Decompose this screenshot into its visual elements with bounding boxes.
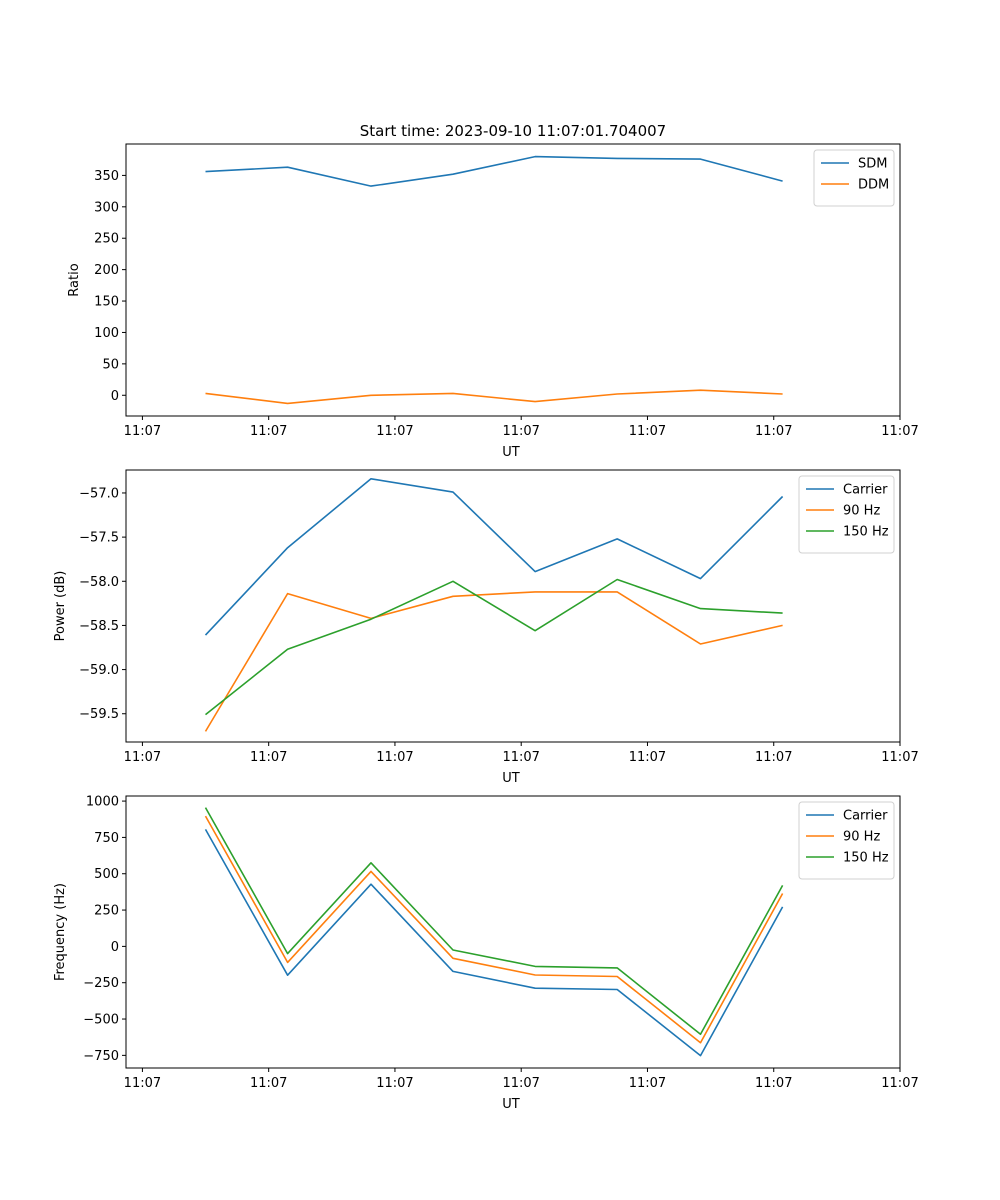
x-tick-label: 11:07 [755, 750, 792, 765]
x-tick-label: 11:07 [250, 750, 287, 765]
series-line-90-hz [204, 591, 783, 732]
x-tick-label: 11:07 [124, 424, 161, 439]
legend-label: Carrier [843, 809, 888, 824]
x-tick-label: 11:07 [502, 1076, 539, 1091]
x-tick-label: 11:07 [250, 424, 287, 439]
legend: SDM DDM [813, 149, 895, 207]
legend-box [798, 475, 895, 554]
legend-label: DDM [858, 178, 889, 193]
legend-label: 150 Hz [843, 525, 889, 540]
series-line-ddm [205, 389, 783, 405]
y-tick-label: 50 [102, 357, 119, 372]
x-axis-label: UT [502, 445, 520, 460]
x-tick-label: 11:07 [629, 750, 666, 765]
legend-label: SDM [858, 157, 887, 172]
x-tick-label: 11:07 [124, 750, 161, 765]
series-line-150-hz [205, 578, 783, 716]
y-tick-label: 300 [94, 200, 119, 215]
y-tick-label: −500 [83, 1013, 119, 1028]
series-line-carrier [204, 829, 784, 1057]
x-tick-label: 11:07 [881, 750, 918, 765]
y-tick-label: −750 [83, 1049, 119, 1064]
y-tick-label: −250 [83, 976, 119, 991]
y-tick-label: 250 [94, 904, 119, 919]
series-line-150-hz [204, 807, 784, 1036]
y-tick-label: −57.0 [79, 486, 119, 501]
subplot-1: 11:0711:0711:0711:0711:0711:0711:0711:08… [67, 143, 919, 460]
y-tick-label: 100 [94, 326, 119, 341]
x-tick-label: 11:07 [250, 1076, 287, 1091]
legend: Carrier 90 Hz 150 Hz [798, 801, 895, 880]
y-tick-label: −59.0 [79, 663, 119, 678]
y-tick-label: 1000 [86, 795, 119, 810]
y-tick-label: 200 [94, 263, 119, 278]
x-tick-label: 11:07 [629, 424, 666, 439]
y-tick-label: 0 [111, 389, 119, 404]
y-tick-label: −58.0 [79, 575, 119, 590]
legend-box [798, 801, 895, 880]
y-tick-label: 750 [94, 831, 119, 846]
y-axis-label: Power (dB) [53, 571, 68, 642]
figure-title: Start time: 2023-09-10 11:07:01.704007 [360, 122, 666, 140]
y-tick-label: −59.5 [79, 707, 119, 722]
x-tick-label: 11:07 [376, 1076, 413, 1091]
y-tick-label: 0 [111, 940, 119, 955]
legend-label: 90 Hz [843, 504, 880, 519]
series-line-90-hz [204, 815, 784, 1044]
series-line-carrier [204, 477, 784, 636]
y-axis-label: Frequency (Hz) [53, 883, 68, 981]
x-tick-label: 11:07 [124, 1076, 161, 1091]
series-line-sdm [205, 155, 783, 187]
axes-frame [125, 795, 901, 1069]
axes-frame [125, 469, 901, 743]
x-tick-label: 11:07 [629, 1076, 666, 1091]
y-axis-label: Ratio [67, 263, 82, 296]
y-tick-label: 250 [94, 232, 119, 247]
axes-frame [125, 143, 901, 417]
x-tick-label: 11:07 [881, 1076, 918, 1091]
subplot-2: 11:0711:0711:0711:0711:0711:0711:0711:08… [53, 469, 919, 786]
x-axis-label: UT [502, 771, 520, 786]
y-tick-label: −58.5 [79, 619, 119, 634]
legend-label: 150 Hz [843, 851, 889, 866]
y-tick-label: −57.5 [79, 531, 119, 546]
y-tick-label: 500 [94, 867, 119, 882]
subplot-3: 11:0711:0711:0711:0711:0711:0711:0711:08… [53, 795, 919, 1112]
legend-label: 90 Hz [843, 830, 880, 845]
y-tick-label: 350 [94, 169, 119, 184]
x-tick-label: 11:07 [376, 750, 413, 765]
x-axis-label: UT [502, 1097, 520, 1112]
legend-box [813, 149, 895, 207]
legend-label: Carrier [843, 483, 888, 498]
x-tick-label: 11:07 [502, 750, 539, 765]
x-tick-label: 11:07 [502, 424, 539, 439]
legend: Carrier 90 Hz 150 Hz [798, 475, 895, 554]
x-tick-label: 11:07 [376, 424, 413, 439]
plots-container: 11:0711:0711:0711:0711:0711:0711:0711:08… [53, 143, 919, 1112]
x-tick-label: 11:07 [755, 1076, 792, 1091]
y-tick-label: 150 [94, 295, 119, 310]
x-tick-label: 11:07 [755, 424, 792, 439]
x-tick-label: 11:07 [881, 424, 918, 439]
